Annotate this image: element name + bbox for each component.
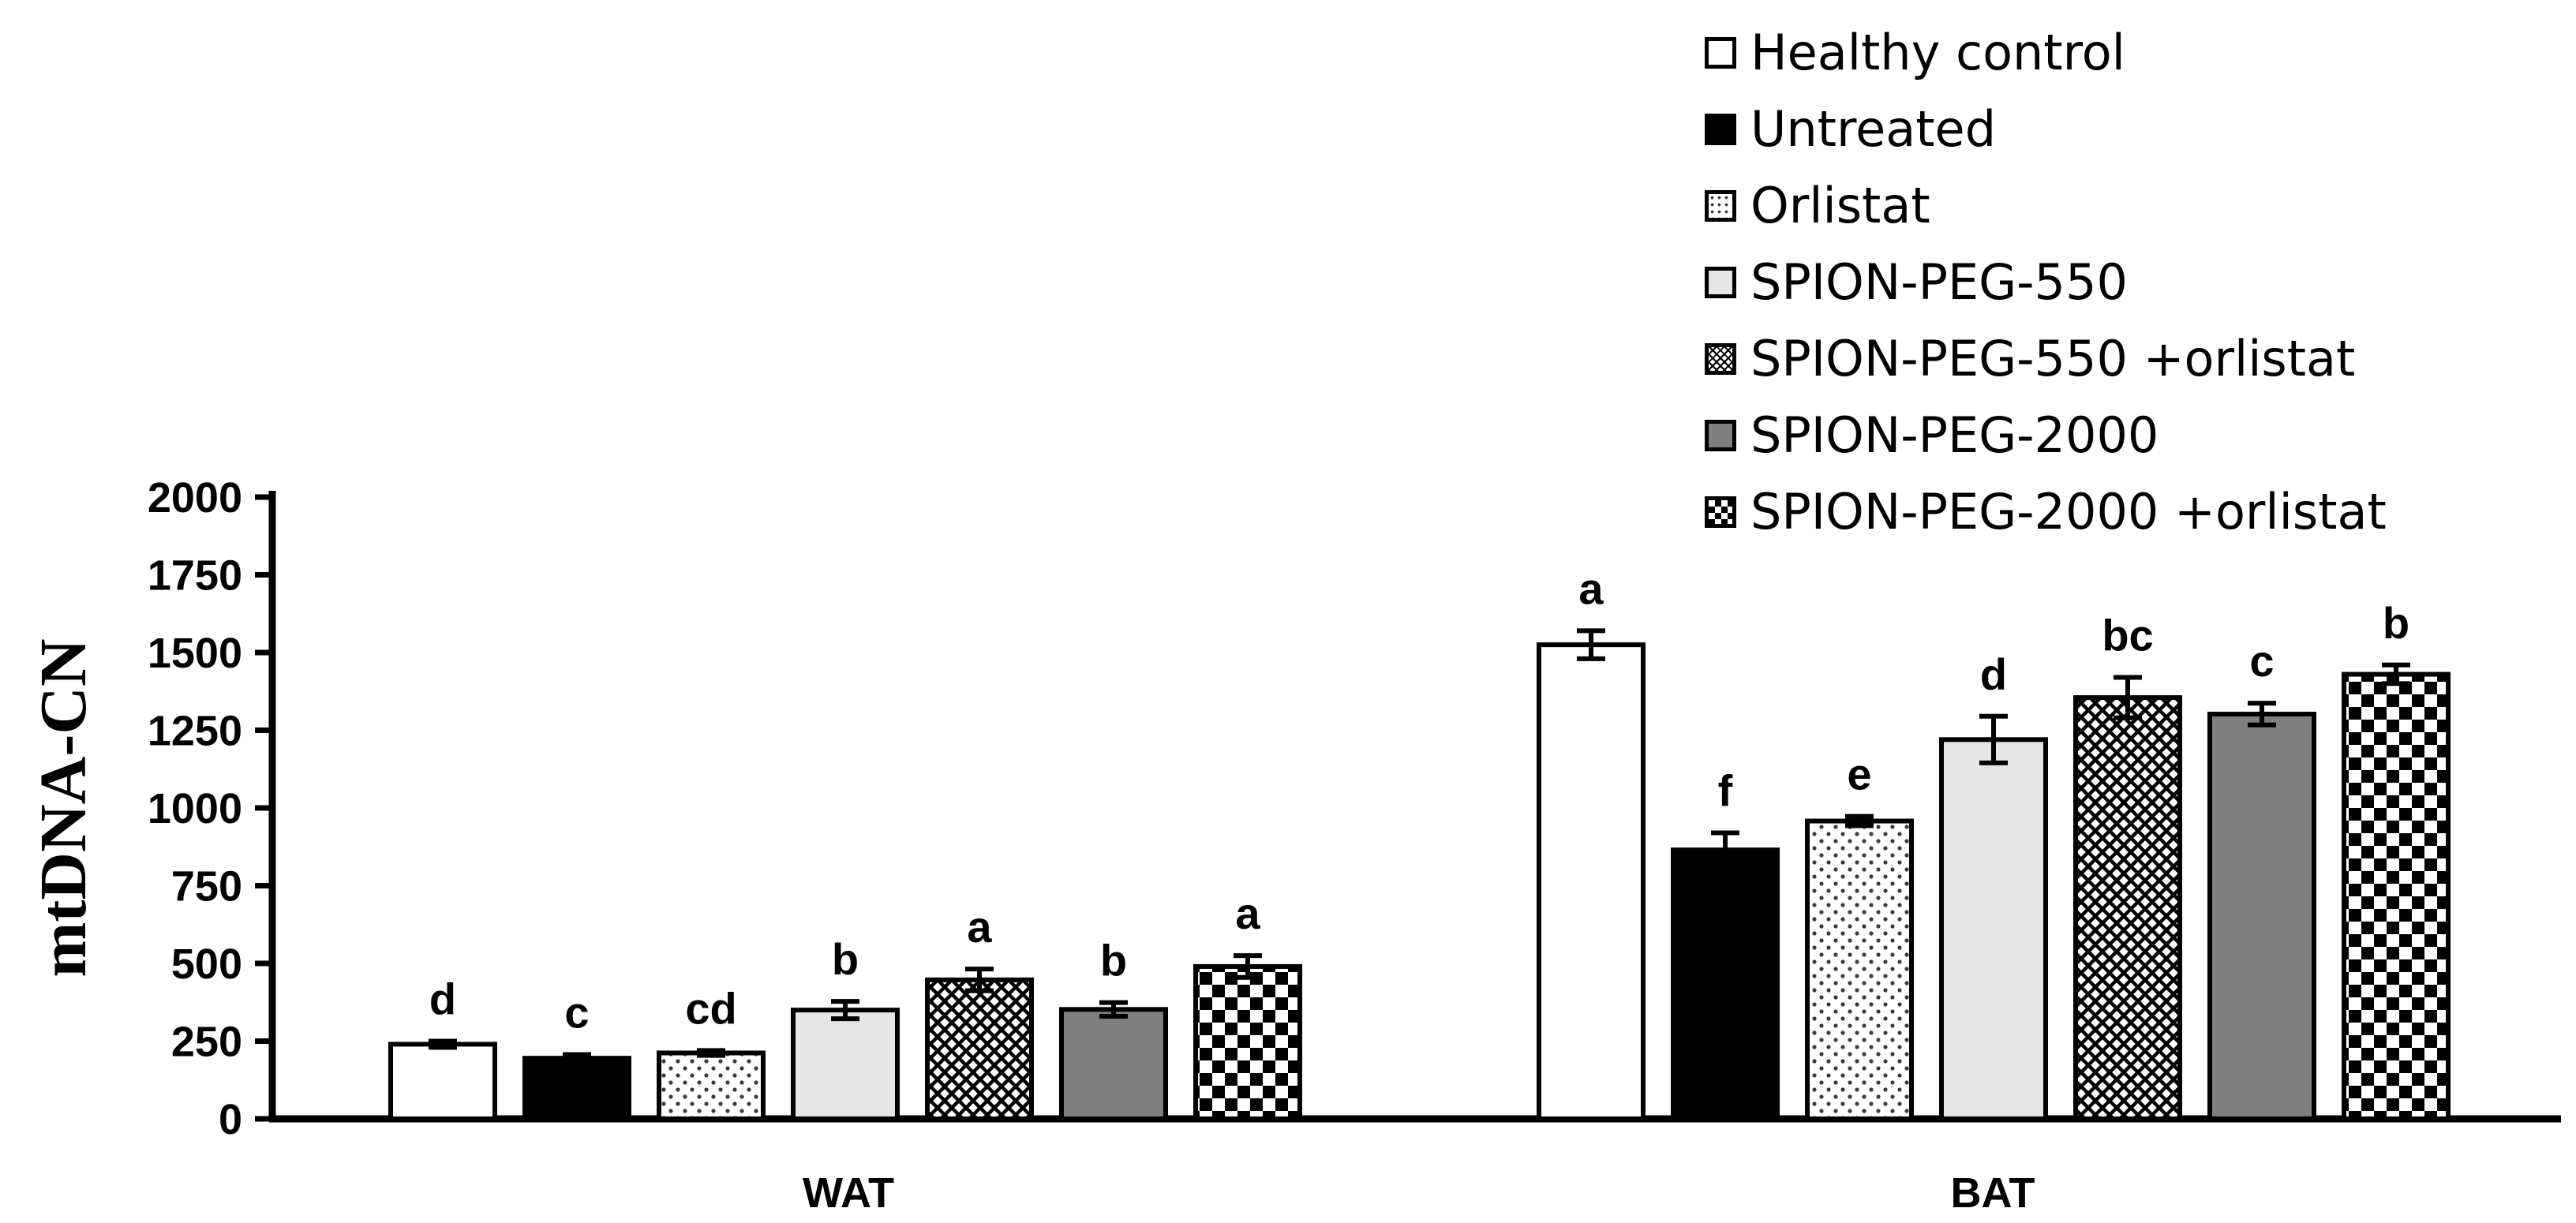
y-tick-label: 1000 xyxy=(148,785,242,832)
bar xyxy=(1805,818,1914,1121)
y-tick-label: 750 xyxy=(171,863,242,911)
bar xyxy=(1059,1007,1168,1122)
bar xyxy=(2207,712,2316,1121)
significance-letter: bc xyxy=(2102,611,2153,660)
y-tick-label: 500 xyxy=(171,941,242,988)
y-tick-label: 1250 xyxy=(148,708,242,755)
legend-item: Orlistat xyxy=(1705,167,2387,244)
significance-letter: a xyxy=(967,902,992,952)
legend-label: SPION-PEG-2000 +orlistat xyxy=(1750,483,2387,540)
category-label: BAT xyxy=(1951,1169,2035,1217)
bar xyxy=(522,1056,631,1122)
bar xyxy=(925,977,1034,1121)
legend-swatch xyxy=(1705,36,1736,69)
legend-label: Untreated xyxy=(1750,100,1997,158)
y-axis-title: mtDNA-CN xyxy=(27,638,100,977)
y-tick-label: 0 xyxy=(219,1096,242,1143)
bar xyxy=(1939,737,2048,1121)
y-tick-label: 2000 xyxy=(148,474,242,522)
y-tick-label: 250 xyxy=(171,1019,242,1066)
bar xyxy=(791,1008,900,1121)
legend-swatch xyxy=(1705,113,1736,145)
significance-letter: a xyxy=(1578,563,1604,613)
significance-letter: b xyxy=(832,934,859,984)
bar xyxy=(1671,847,1780,1121)
legend-label: Healthy control xyxy=(1750,24,2125,81)
legend-item: SPION-PEG-2000 +orlistat xyxy=(1705,473,2387,550)
labels: 0 250 500 750 1000 1250 1500 1750 2000 mtDNA-CN d a… xyxy=(27,474,2409,1217)
significance-letter: b xyxy=(1100,936,1127,986)
significance-letter: c xyxy=(564,987,589,1037)
legend-label: SPION-PEG-2000 xyxy=(1750,406,2159,464)
legend-swatch xyxy=(1705,266,1736,298)
significance-letter: c xyxy=(2249,636,2274,686)
legend-label: SPION-PEG-550 +orlistat xyxy=(1750,330,2356,387)
bar xyxy=(388,1042,497,1121)
legend-label: SPION-PEG-550 xyxy=(1750,253,2128,311)
bars xyxy=(388,628,2451,1122)
bar xyxy=(2073,695,2182,1121)
legend-item: SPION-PEG-2000 xyxy=(1705,397,2387,473)
legend-swatch xyxy=(1705,189,1736,222)
significance-letter: d xyxy=(1980,649,2007,699)
significance-letter: a xyxy=(1235,888,1260,938)
significance-letter: b xyxy=(2383,598,2409,648)
significance-letter: cd xyxy=(685,983,736,1033)
bar xyxy=(1537,642,1646,1121)
significance-letter: e xyxy=(1847,750,1871,799)
bar xyxy=(657,1050,766,1122)
legend-label: Orlistat xyxy=(1750,177,1930,234)
y-tick-label: 1750 xyxy=(148,552,242,600)
legend-swatch xyxy=(1705,342,1736,375)
legend-swatch xyxy=(1705,496,1736,528)
legend-item: SPION-PEG-550 +orlistat xyxy=(1705,320,2387,397)
significance-letter: f xyxy=(1718,766,1733,816)
bar xyxy=(1193,963,1302,1121)
category-label: WAT xyxy=(803,1169,894,1217)
y-tick-label: 1500 xyxy=(148,630,242,677)
bar xyxy=(2342,671,2451,1121)
significance-letter: d xyxy=(429,974,456,1024)
legend-item: SPION-PEG-550 xyxy=(1705,244,2387,320)
legend-swatch xyxy=(1705,419,1736,451)
legend: Healthy control Untreated Orlistat SPION-PE… xyxy=(1705,14,2387,550)
legend-item: Healthy control xyxy=(1705,14,2387,91)
legend-item: Untreated xyxy=(1705,91,2387,167)
